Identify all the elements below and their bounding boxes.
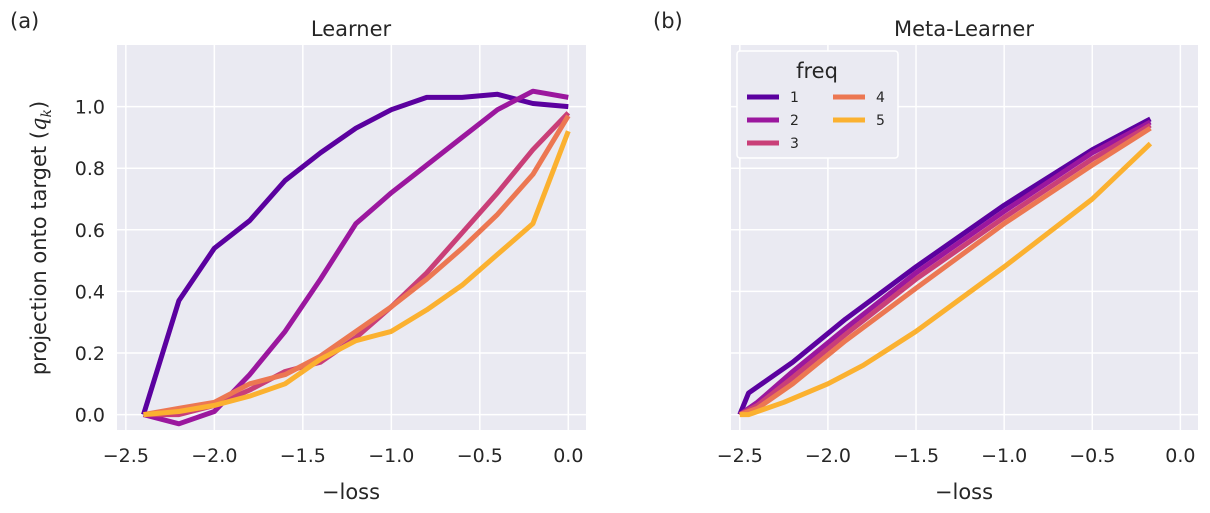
panel-b-x-tick-label: −2.5 (717, 445, 763, 467)
panel-b-x-axis-label: −loss (935, 480, 993, 504)
panel-a-x-tick-label: −2.0 (191, 445, 237, 467)
panel-a-x-tick-label: −2.5 (103, 445, 149, 467)
legend: freq 1 2 3 4 5 (736, 50, 899, 159)
panel-b-x-tick-label: −1.5 (893, 445, 939, 467)
panel-a-series-line-freq-4 (143, 114, 571, 418)
legend-label-freq-5: 5 (876, 113, 885, 129)
panel-b-meta-learner: −2.5 −2.0 −1.5 −1.0 −0.5 0.0 (b) Meta-Learner… (653, 9, 1198, 504)
panel-b-series (737, 116, 1153, 418)
panel-a-plot-background (117, 45, 586, 430)
panel-b-label: (b) (653, 9, 683, 33)
panel-a-y-tick-label: 0.6 (75, 220, 105, 242)
panel-a-y-tick-label: 0.4 (75, 281, 105, 303)
panel-b-series-line-freq-1 (737, 116, 1152, 416)
panel-b-x-tick-label: −1.0 (981, 445, 1027, 467)
panel-b-x-tick-label: −0.5 (1069, 445, 1115, 467)
legend-label-freq-3: 3 (790, 136, 799, 152)
panel-b-grid (731, 45, 1198, 430)
panel-a-series-line-freq-2 (142, 88, 569, 427)
panel-b-series-line-freq-5 (739, 141, 1153, 418)
panel-a-x-axis-label: −loss (322, 480, 380, 504)
panel-a-label: (a) (10, 9, 39, 33)
legend-entries: 1 2 3 4 5 (747, 90, 885, 152)
panel-b-x-tick-label: −2.0 (805, 445, 851, 467)
panel-b-x-tick-label: 0.0 (1165, 445, 1195, 467)
panel-a-x-tick-label: −0.5 (457, 445, 503, 467)
panel-b-title: Meta-Learner (894, 17, 1034, 41)
panel-a-x-tick-label: −1.0 (368, 445, 414, 467)
legend-label-freq-4: 4 (876, 90, 885, 106)
panel-a-y-tick-label: 0.0 (75, 405, 105, 427)
legend-title: freq (796, 59, 838, 83)
panel-a-series (141, 88, 571, 427)
panel-b-series-line-freq-2 (738, 119, 1152, 417)
legend-label-freq-1: 1 (790, 90, 799, 106)
panel-a-ticks: −2.5 −2.0 −1.5 −1.0 −0.5 0.0 0.0 0.2 0.4 0.6 0.8 1.… (75, 97, 584, 467)
panel-a-title: Learner (311, 17, 392, 41)
panel-a-y-tick-label: 0.2 (75, 343, 105, 365)
panel-b-series-line-freq-3 (738, 122, 1152, 417)
panel-a-x-tick-label: −1.5 (280, 445, 326, 467)
panel-a-y-tick-label: 0.8 (75, 158, 105, 180)
panel-a-series-line-freq-1 (141, 91, 569, 416)
panel-a-series-line-freq-5 (143, 130, 571, 418)
panel-a-x-tick-label: 0.0 (553, 445, 583, 467)
panel-a-y-axis-label: projection onto target (qk) (27, 101, 55, 375)
panel-b-ticks: −2.5 −2.0 −1.5 −1.0 −0.5 0.0 (717, 445, 1196, 467)
panel-b-series-line-freq-4 (738, 126, 1152, 417)
panel-a-y-tick-label: 1.0 (75, 97, 105, 119)
legend-box (736, 50, 899, 159)
panel-a-learner: −2.5 −2.0 −1.5 −1.0 −0.5 0.0 0.0 0.2 0.4 0.6 0.8 1.… (10, 9, 586, 504)
legend-label-freq-2: 2 (790, 113, 799, 129)
